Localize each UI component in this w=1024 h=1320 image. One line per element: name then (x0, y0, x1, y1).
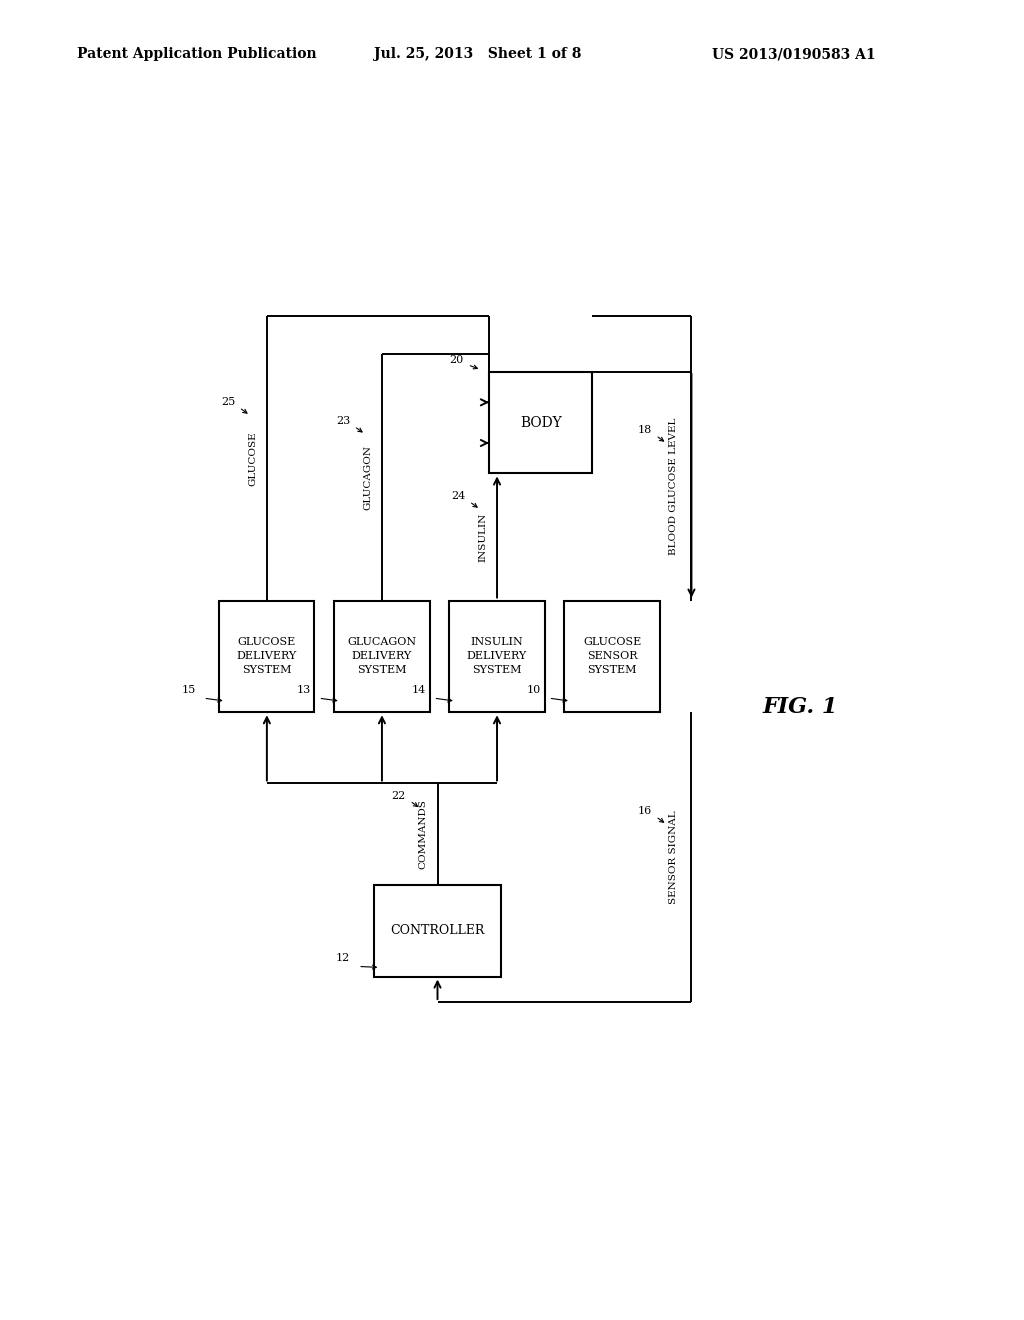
Text: 16: 16 (638, 807, 651, 817)
Text: SENSOR SIGNAL: SENSOR SIGNAL (670, 810, 679, 904)
Text: Patent Application Publication: Patent Application Publication (77, 48, 316, 61)
Bar (489, 372, 592, 474)
Text: FIG. 1: FIG. 1 (763, 696, 839, 718)
Text: CONTROLLER: CONTROLLER (390, 924, 484, 937)
Text: GLUCOSE
DELIVERY
SYSTEM: GLUCOSE DELIVERY SYSTEM (237, 638, 297, 676)
Text: Jul. 25, 2013   Sheet 1 of 8: Jul. 25, 2013 Sheet 1 of 8 (374, 48, 582, 61)
Text: 12: 12 (336, 953, 350, 964)
Text: COMMANDS: COMMANDS (419, 800, 428, 870)
Text: 22: 22 (391, 791, 406, 801)
Text: 23: 23 (336, 416, 350, 426)
Text: GLUCOSE
SENSOR
SYSTEM: GLUCOSE SENSOR SYSTEM (583, 638, 641, 676)
Text: INSULIN
DELIVERY
SYSTEM: INSULIN DELIVERY SYSTEM (467, 638, 527, 676)
Bar (219, 601, 314, 713)
Text: 25: 25 (221, 397, 236, 408)
Text: GLUCAGON: GLUCAGON (364, 445, 372, 510)
Text: BLOOD GLUCOSE LEVEL: BLOOD GLUCOSE LEVEL (670, 417, 679, 554)
Text: 18: 18 (638, 425, 651, 436)
Bar (564, 601, 659, 713)
Text: INSULIN: INSULIN (478, 512, 487, 561)
Text: US 2013/0190583 A1: US 2013/0190583 A1 (712, 48, 876, 61)
Text: 14: 14 (412, 685, 426, 694)
Text: 10: 10 (526, 685, 541, 694)
Text: 20: 20 (450, 355, 464, 364)
Bar (374, 886, 501, 977)
Text: GLUCAGON
DELIVERY
SYSTEM: GLUCAGON DELIVERY SYSTEM (347, 638, 417, 676)
Text: GLUCOSE: GLUCOSE (248, 430, 257, 486)
Bar (450, 601, 545, 713)
Text: 15: 15 (181, 685, 196, 694)
Text: BODY: BODY (520, 416, 561, 430)
Text: 13: 13 (296, 685, 310, 694)
Text: 24: 24 (451, 491, 465, 502)
Bar (334, 601, 430, 713)
